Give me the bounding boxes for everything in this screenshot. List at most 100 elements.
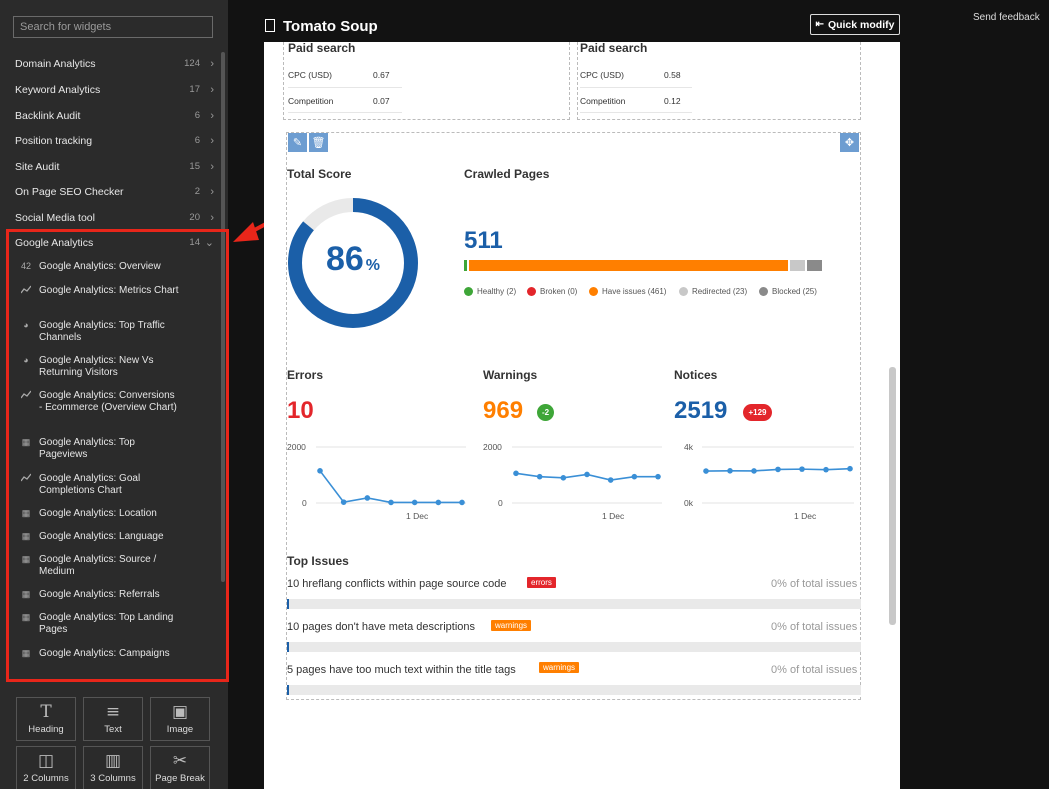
issue-text[interactable]: 10 pages don't have meta descriptions (287, 621, 475, 633)
widget-ga-campaigns[interactable]: Google Analytics: Campaigns (39, 648, 170, 659)
site-audit-widget[interactable] (286, 132, 861, 700)
widget-ga-location[interactable]: Google Analytics: Location (39, 508, 157, 519)
chevron-right-icon: › (210, 57, 214, 70)
highlight-box (6, 229, 229, 682)
axis-min: 0 (302, 498, 307, 508)
widget-ga-new-vs-returning[interactable]: Google Analytics: New Vs Returning Visit… (39, 355, 154, 378)
category-google-analytics[interactable]: Google Analytics 14 ⌄ (0, 230, 222, 255)
data-point (560, 475, 567, 481)
warnings-value: 969 (483, 397, 524, 424)
table-icon: ▦ (21, 589, 31, 599)
search-widgets-input[interactable] (13, 16, 213, 38)
sidebar-scrollbar[interactable] (221, 52, 225, 582)
page-break-tile[interactable]: ✂ Page Break (150, 746, 210, 789)
quick-modify-button[interactable]: ⇤ Quick modify (810, 14, 900, 35)
competition-label: Competition (288, 96, 334, 106)
three-columns-tile[interactable]: ▥ 3 Columns (83, 746, 143, 789)
category-position-tracking[interactable]: Position tracking 6 › (0, 128, 222, 153)
divider (288, 87, 402, 88)
warnings-title: Warnings (483, 368, 538, 382)
data-point (823, 466, 829, 473)
category-on-page-seo-checker[interactable]: On Page SEO Checker 2 › (0, 179, 222, 204)
cpc-value: 0.67 (373, 70, 390, 80)
crawled-total: 511 (464, 227, 503, 254)
chevron-right-icon: › (210, 185, 214, 198)
tile-label: Text (104, 724, 122, 735)
category-keyword-analytics[interactable]: Keyword Analytics 17 › (0, 77, 222, 102)
score-value: 86 (325, 240, 364, 278)
issue-text[interactable]: 10 hreflang conflicts within page source… (287, 578, 507, 590)
tile-label: 2 Columns (23, 773, 69, 784)
errors-value: 10 (287, 397, 314, 424)
table-icon: ▦ (21, 531, 31, 541)
widget-ga-top-landing-pages[interactable]: Google Analytics: Top Landing Pages (39, 612, 174, 635)
issue-percent: 0% of total issues (771, 578, 858, 590)
dot-icon (589, 287, 598, 296)
table-icon: ▦ (21, 508, 31, 518)
paid-search-title: Paid search (288, 41, 356, 55)
legend-label: Healthy (2) (477, 287, 517, 296)
widget-ga-language[interactable]: Google Analytics: Language (39, 531, 164, 542)
axis-date: 1 Dec (406, 511, 429, 521)
widget-ga-metrics-chart[interactable]: Google Analytics: Metrics Chart (39, 285, 179, 296)
widget-ga-source-medium[interactable]: Google Analytics: Source / Medium (39, 554, 157, 577)
page-scrollbar[interactable] (889, 367, 896, 625)
legend-label: Broken (0) (540, 287, 578, 296)
paid-search-widget-2[interactable] (577, 42, 861, 120)
tile-label: 3 Columns (90, 773, 136, 784)
category-label: Domain Analytics (15, 57, 96, 70)
widget-sidebar: Domain Analytics 124 › Keyword Analytics… (0, 0, 229, 789)
category-label: Site Audit (15, 160, 60, 173)
delete-button[interactable]: 🗑 (309, 133, 328, 152)
paid-search-widget-1[interactable] (283, 42, 570, 120)
widget-ga-goal-completions[interactable]: Google Analytics: Goal Completions Chart (39, 473, 141, 496)
warnings-change-badge: -2 (537, 404, 554, 421)
data-point (513, 470, 519, 477)
widget-ga-overview[interactable]: Google Analytics: Overview (39, 261, 161, 272)
category-count: 20 (189, 212, 200, 223)
axis-date: 1 Dec (794, 511, 817, 521)
image-tile[interactable]: ▣ Image (150, 697, 210, 741)
three-columns-icon: ▥ (104, 751, 122, 771)
image-icon: ▣ (171, 702, 189, 722)
widget-ga-top-pageviews[interactable]: Google Analytics: Top Pageviews (39, 437, 135, 460)
top-issues-title: Top Issues (287, 554, 349, 568)
axis-max: 2000 (287, 442, 306, 452)
issue-bar (287, 685, 861, 695)
cpc-value: 0.58 (664, 70, 681, 80)
data-point (411, 499, 418, 506)
category-domain-analytics[interactable]: Domain Analytics 124 › (0, 51, 222, 76)
category-count: 17 (189, 84, 200, 95)
category-count: 15 (189, 161, 200, 172)
issue-bar (287, 599, 861, 609)
data-point (536, 473, 543, 480)
paid-search-title: Paid search (580, 41, 648, 55)
widget-ga-referrals[interactable]: Google Analytics: Referrals (39, 589, 160, 600)
donut-arc (288, 198, 418, 328)
issue-tag-warnings: warnings (539, 662, 580, 673)
chevron-right-icon: › (210, 211, 214, 224)
data-point (364, 495, 371, 501)
total-score-title: Total Score (287, 167, 352, 181)
category-count: 6 (194, 110, 200, 121)
text-tile[interactable]: ≡ Text (83, 697, 143, 741)
edit-button[interactable]: ✎ (288, 133, 307, 152)
issue-text[interactable]: 5 pages have too much text within the ti… (287, 664, 516, 676)
widget-ga-top-traffic-channels[interactable]: Google Analytics: Top Traffic Channels (39, 320, 165, 343)
widget-ga-conversions-ecommerce[interactable]: Google Analytics: Conversions - Ecommerc… (39, 390, 177, 413)
legend-healthy: Healthy (2) (464, 287, 516, 296)
chevron-right-icon: › (210, 134, 214, 147)
two-columns-tile[interactable]: ◫ 2 Columns (16, 746, 76, 789)
category-social-media-tool[interactable]: Social Media tool 20 › (0, 205, 222, 230)
category-backlink-audit[interactable]: Backlink Audit 6 › (0, 103, 222, 128)
send-feedback-link[interactable]: Send feedback (973, 12, 1040, 23)
data-point (703, 468, 709, 474)
category-site-audit[interactable]: Site Audit 15 › (0, 154, 222, 179)
axis-min: 0k (684, 498, 693, 508)
data-point (459, 499, 465, 506)
heading-tile[interactable]: T Heading (16, 697, 76, 741)
line-chart-icon (20, 473, 32, 484)
move-button[interactable]: ✥ (840, 133, 859, 152)
competition-value: 0.07 (373, 96, 390, 106)
legend-redirected: Redirected (23) (679, 287, 747, 296)
